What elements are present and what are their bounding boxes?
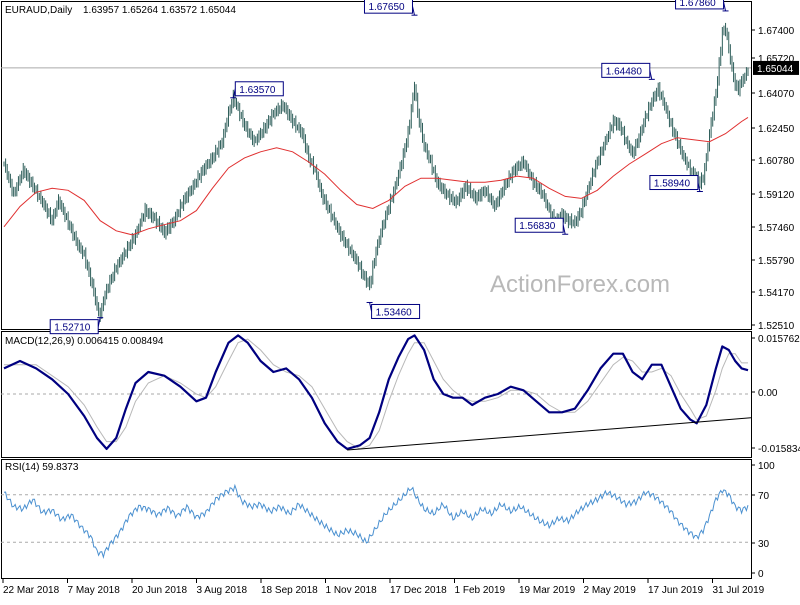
annotation-box bbox=[49, 319, 99, 335]
rsi-title: RSI(14) 59.8373 bbox=[5, 462, 79, 473]
rsi-line bbox=[3, 483, 749, 559]
symbol-label: EURAUD,Daily bbox=[5, 5, 72, 16]
moving-average-line bbox=[3, 116, 749, 236]
annotation-box bbox=[363, 0, 413, 14]
macd-axis-tick-label: 0.015762 bbox=[758, 334, 800, 345]
macd-axis-tick-label: 0.00 bbox=[758, 388, 778, 399]
x-axis-tick-label: 2 May 2019 bbox=[584, 585, 637, 596]
annotation-label: 1.67860 bbox=[680, 0, 717, 9]
annotation-label: 1.67650 bbox=[368, 2, 405, 13]
x-axis-tick-label: 1 Feb 2019 bbox=[455, 585, 506, 596]
price-axis-tick-label: 1.55790 bbox=[758, 256, 795, 267]
x-axis-tick-label: 3 Aug 2018 bbox=[197, 585, 248, 596]
x-axis-tick-label: 19 Mar 2019 bbox=[519, 585, 576, 596]
rsi-axis-tick-label: 70 bbox=[758, 491, 770, 502]
watermark: ActionForex.com bbox=[490, 271, 670, 298]
price-axis-tick-label: 1.52510 bbox=[758, 321, 795, 332]
x-axis-tick-label: 18 Sep 2018 bbox=[261, 585, 318, 596]
annotation-box bbox=[649, 175, 699, 191]
x-axis-tick-label: 20 Jun 2018 bbox=[132, 585, 187, 596]
annotation-box bbox=[371, 303, 421, 319]
x-axis-tick-label: 17 Jun 2019 bbox=[648, 585, 703, 596]
macd-signal-line bbox=[4, 338, 748, 450]
price-axis-tick-label: 1.62450 bbox=[758, 124, 795, 135]
macd-axis-tick-label: -0.015834 bbox=[758, 444, 800, 455]
price-axis-tick-label: 1.59120 bbox=[758, 190, 795, 201]
annotation-label: 1.52710 bbox=[54, 323, 91, 334]
x-axis-tick-label: 22 Mar 2018 bbox=[3, 585, 60, 596]
annotation-label: 1.53460 bbox=[376, 307, 413, 318]
current-price-tag bbox=[753, 60, 799, 75]
price-axis-tick-label: 1.54170 bbox=[758, 288, 795, 299]
macd-trendline bbox=[347, 417, 752, 451]
rsi-panel-frame bbox=[1, 459, 752, 579]
annotation-label: 1.58940 bbox=[654, 179, 691, 190]
x-axis-tick-label: 1 Nov 2018 bbox=[326, 585, 378, 596]
rsi-axis-tick-label: 100 bbox=[758, 461, 775, 472]
x-axis-tick-label: 17 Dec 2018 bbox=[390, 585, 447, 596]
price-axis-tick-label: 1.65720 bbox=[758, 54, 795, 65]
rsi-axis-tick-label: 0 bbox=[758, 569, 764, 580]
annotation-label: 1.64480 bbox=[606, 66, 643, 77]
x-axis-tick-label: 7 May 2018 bbox=[68, 585, 121, 596]
macd-line bbox=[3, 334, 749, 450]
annotation-label: 1.63570 bbox=[239, 85, 276, 96]
price-axis-tick-label: 1.67400 bbox=[758, 26, 795, 37]
annotation-box bbox=[234, 81, 284, 97]
price-axis-tick-label: 1.60780 bbox=[758, 156, 795, 167]
annotation-box bbox=[601, 62, 651, 78]
ohlc-label: 1.63957 1.65264 1.63572 1.65044 bbox=[83, 5, 236, 16]
annotation-box bbox=[675, 0, 725, 10]
macd-title: MACD(12,26,9) 0.006415 0.008494 bbox=[5, 336, 164, 347]
annotation-box bbox=[514, 217, 564, 233]
annotation-label: 1.56830 bbox=[519, 221, 556, 232]
current-price-label: 1.65044 bbox=[757, 64, 794, 75]
price-axis-tick-label: 1.64070 bbox=[758, 89, 795, 100]
x-axis-tick-label: 31 Jul 2019 bbox=[713, 585, 765, 596]
rsi-axis-tick-label: 30 bbox=[758, 539, 770, 550]
price-axis-tick-label: 1.57460 bbox=[758, 223, 795, 234]
